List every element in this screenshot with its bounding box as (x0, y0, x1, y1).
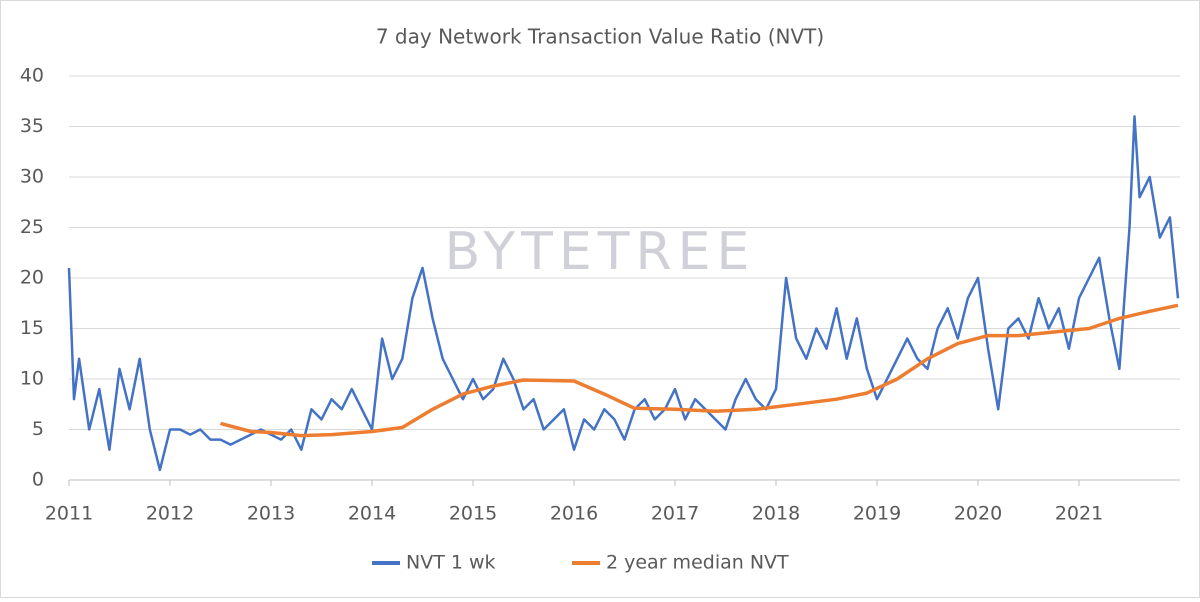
legend-label: NVT 1 wk (406, 552, 496, 574)
x-tick-label: 2013 (247, 503, 295, 525)
y-tick-label: 25 (20, 216, 44, 238)
legend-label: 2 year median NVT (606, 552, 789, 574)
y-tick-label: 5 (32, 418, 44, 440)
y-tick-label: 15 (20, 317, 44, 339)
line-series (67, 115, 1180, 472)
y-tick-label: 35 (20, 115, 44, 137)
x-tick-label: 2019 (853, 503, 901, 525)
y-tick-label: 10 (20, 368, 44, 390)
x-tick-label: 2018 (752, 503, 800, 525)
y-tick-label: 20 (20, 267, 44, 289)
x-tick-label: 2020 (954, 503, 1002, 525)
y-tick-label: 30 (20, 166, 44, 188)
x-tick-label: 2012 (146, 503, 194, 525)
x-tick-label: 2015 (449, 503, 497, 525)
watermark: BYTETREE (445, 222, 756, 282)
chart-title: 7 day Network Transaction Value Ratio (N… (376, 25, 824, 49)
x-tick-label: 2014 (348, 503, 396, 525)
x-tick-label: 2011 (45, 503, 93, 525)
y-tick-label: 0 (32, 469, 44, 491)
x-tick-label: 2021 (1055, 503, 1103, 525)
y-tick-label: 40 (20, 65, 44, 87)
x-tick-label: 2016 (550, 503, 598, 525)
line-series (220, 303, 1179, 438)
x-tick-label: 2017 (651, 503, 699, 525)
